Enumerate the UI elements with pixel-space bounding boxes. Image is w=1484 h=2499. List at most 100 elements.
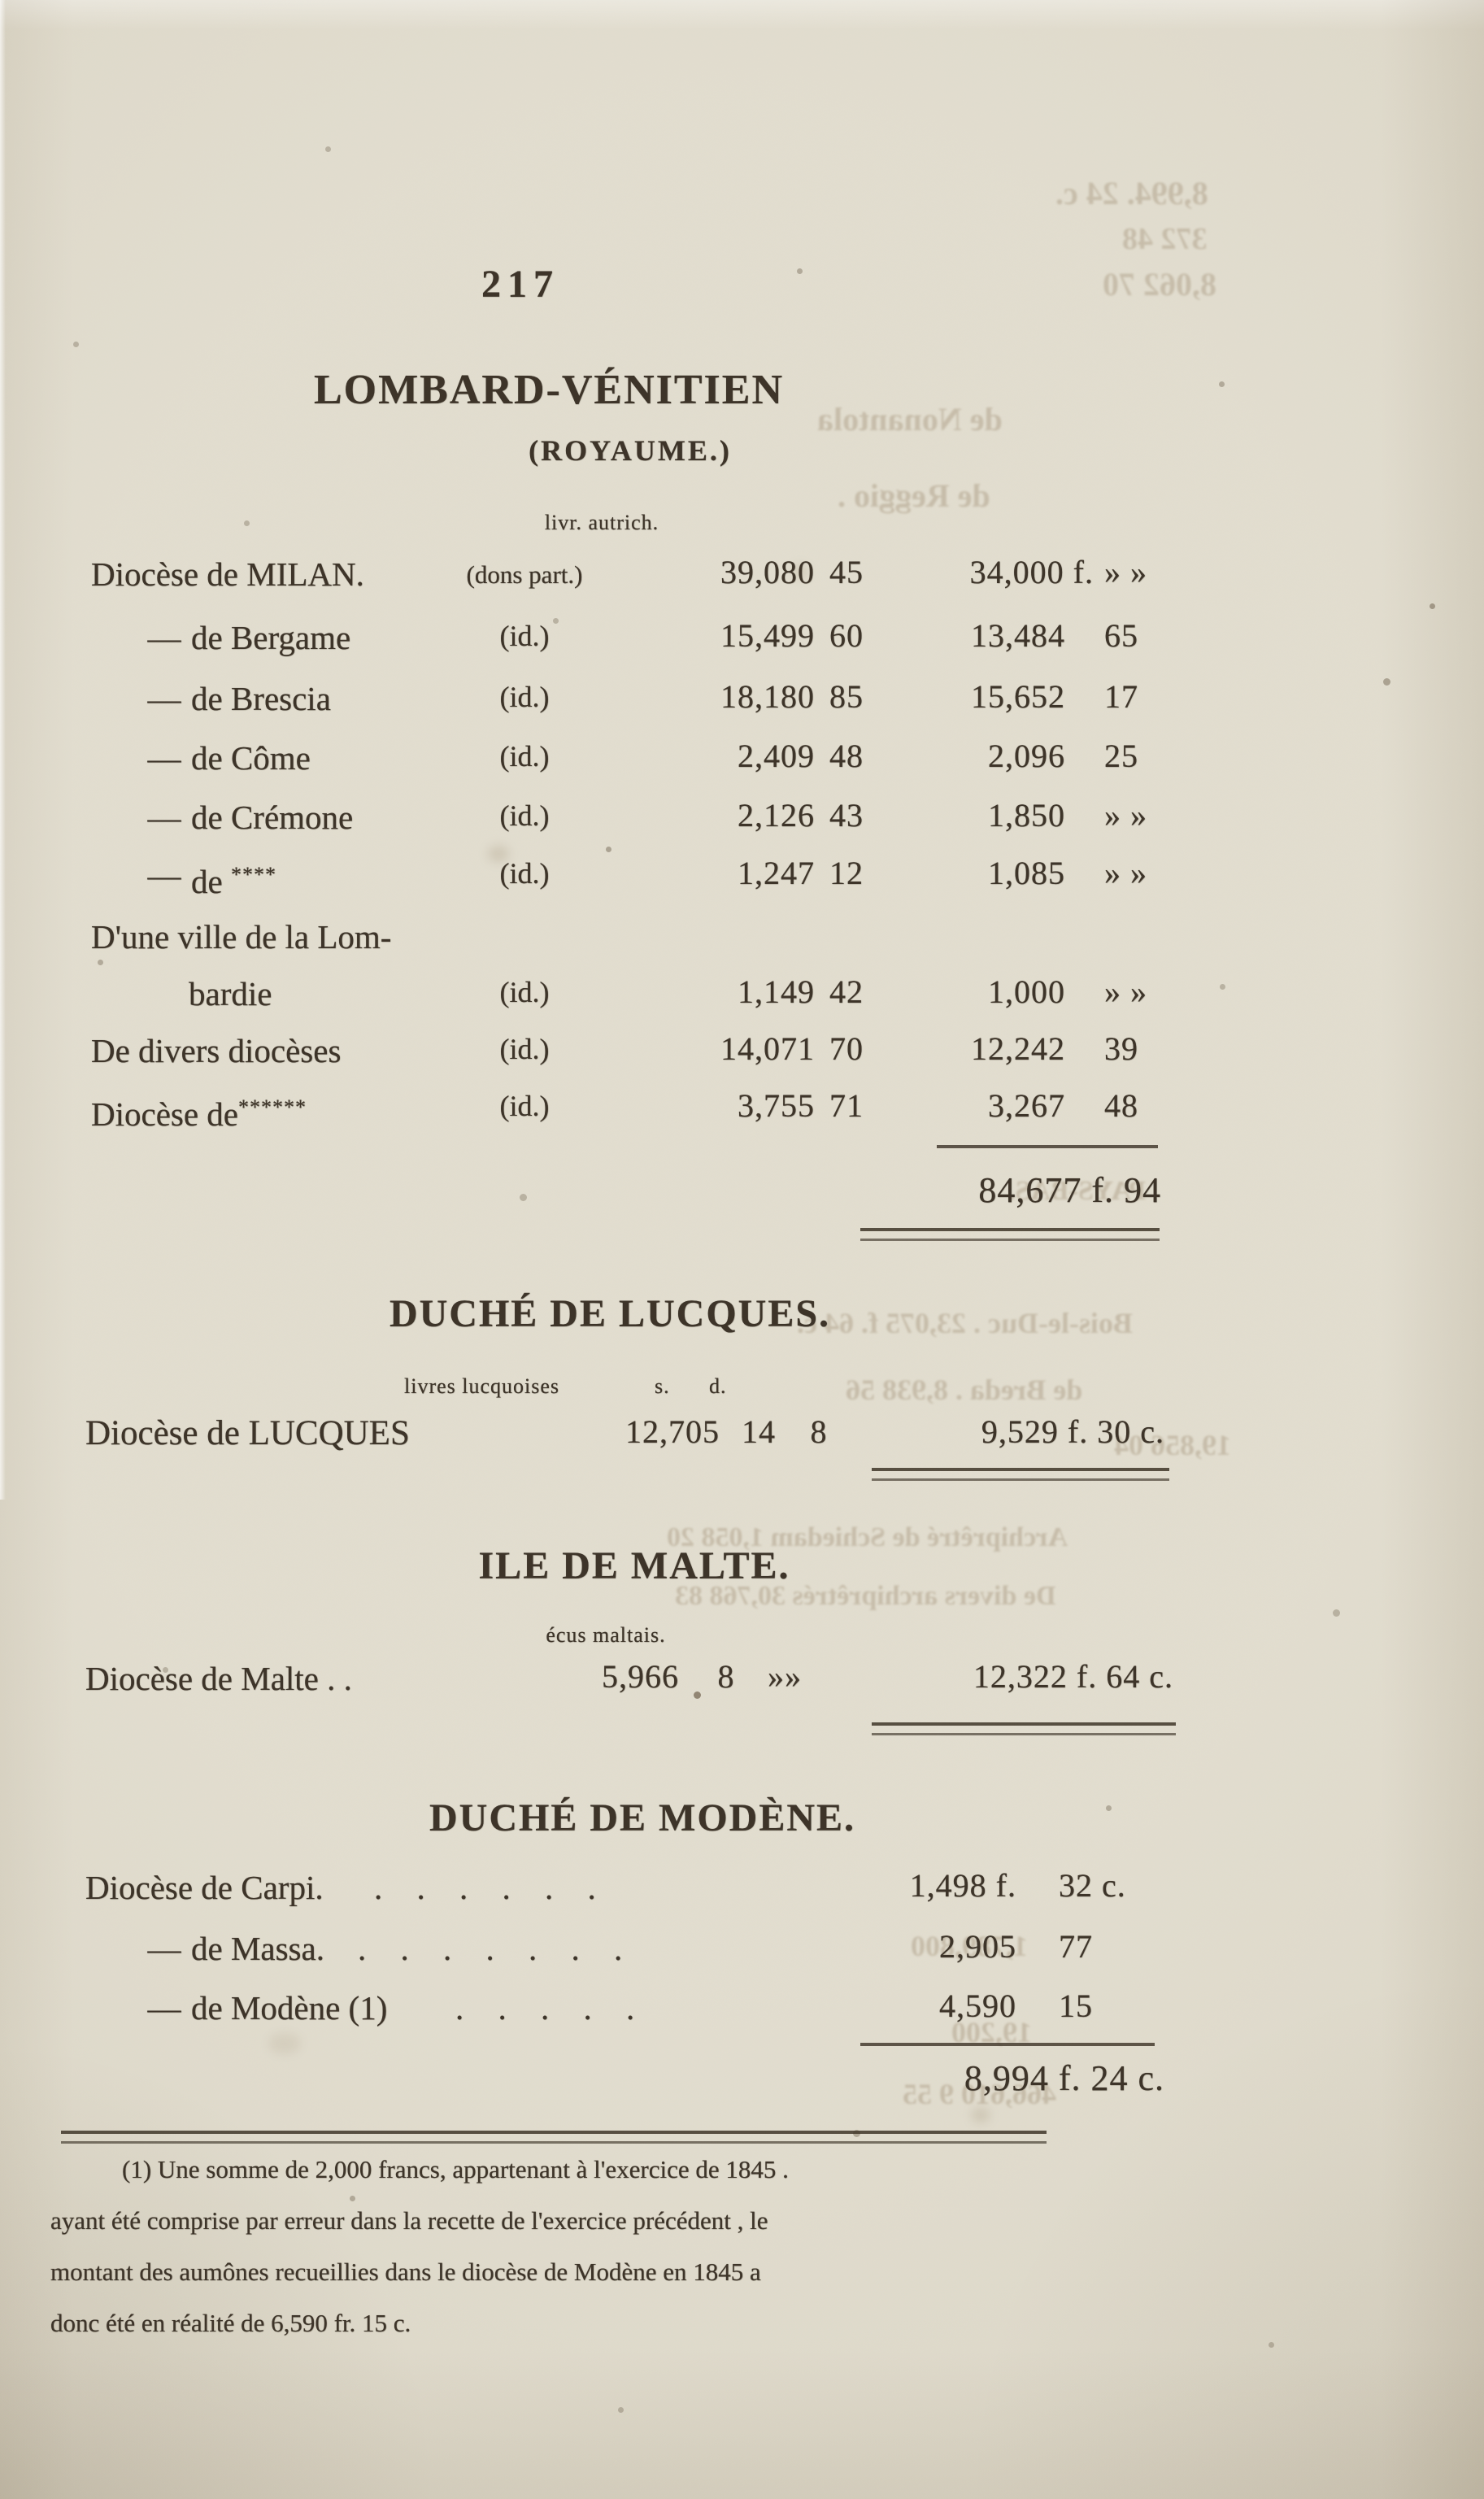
table-row: Diocèse de****** (id.) 3,755 71 3,267 48 xyxy=(0,1086,1484,1133)
row-amount-francs: 1,850 xyxy=(988,797,1065,834)
row-dash: — xyxy=(147,680,181,717)
row-amount-francs: 15,652 xyxy=(971,678,1065,715)
paper-blotch xyxy=(268,2033,301,2054)
footnote-line: ayant été comprise par erreur dans la re… xyxy=(50,2206,768,2235)
bleedthrough-text: de Breda . 8,938 56 xyxy=(846,1374,1083,1406)
row-amount-livres: 2,409 xyxy=(738,738,815,774)
row-label: Diocèse de MILAN. xyxy=(91,555,364,593)
row-source: (dons part.) xyxy=(466,560,583,589)
dot-leader: . . . . . . . xyxy=(358,1930,636,1967)
footnote-line: donc été en réalité de 6,590 fr. 15 c. xyxy=(50,2309,411,2337)
asterisks: ****** xyxy=(238,1095,307,1119)
unit-header-lucques: livres lucquoises xyxy=(404,1374,560,1398)
footnote-line: (1) Une somme de 2,000 francs, appartena… xyxy=(122,2155,789,2183)
row-source: (id.) xyxy=(499,976,550,1008)
footnote-line: montant des aumônes recueillies dans le … xyxy=(50,2257,761,2286)
section-title-modene: DUCHÉ DE MODÈNE. xyxy=(429,1796,856,1839)
table-row: De divers diocèses (id.) 14,071 70 12,24… xyxy=(0,1030,1484,1072)
table-row: — de Côme (id.) 2,409 48 2,096 25 xyxy=(0,737,1484,779)
row-label: de Massa. xyxy=(191,1930,324,1967)
unit-header-lombard: livr. autrich. xyxy=(544,511,659,534)
grand-total-lombard: 84,677 f. 94 xyxy=(978,1170,1161,1210)
row-amount-sous: 14 xyxy=(742,1413,776,1450)
row-amount-livres: 18,180 xyxy=(720,678,815,715)
row-amount-fr-centimes: 17 xyxy=(1104,678,1138,715)
table-row: — de Bergame (id.) 15,499 60 13,484 65 xyxy=(0,616,1484,659)
table-row: — de Crémone (id.) 2,126 43 1,850 » » xyxy=(0,796,1484,838)
double-rule xyxy=(872,1722,1176,1735)
dot-leader: . . . . . xyxy=(455,1989,648,2027)
row-amount-fr-centimes: 65 xyxy=(1104,617,1138,654)
row-dash: — xyxy=(147,799,181,836)
row-dash: — xyxy=(147,619,181,656)
row-amount-livres: 3,755 xyxy=(738,1087,815,1124)
row-amount-francs: 2,096 xyxy=(988,738,1065,774)
table-row: Diocèse de Malte . . 5,966 8 »» 12,322 f… xyxy=(0,1657,1484,1701)
row-amount-fr-centimes: 39 xyxy=(1104,1030,1138,1067)
table-row: Diocèse de LUCQUES 12,705 14 8 9,529 f. … xyxy=(0,1413,1484,1456)
bleedthrough-text: de Reggio . xyxy=(838,477,990,514)
table-row: Diocèse de MILAN. (dons part.) 39,080 45… xyxy=(0,553,1484,595)
unit-header-malte: écus maltais. xyxy=(546,1623,666,1647)
bleedthrough-text: 8,062 70 xyxy=(1103,266,1216,303)
table-row: — de Modène (1) . . . . . 4,590 15 xyxy=(0,1987,1484,2031)
row-amount-francs: 12,322 f. 64 c. xyxy=(973,1658,1173,1695)
section-title-lombard: LOMBARD-VÉNITIEN xyxy=(313,367,785,413)
row-label: de **** xyxy=(191,863,276,900)
dot-leader: . . . . . . xyxy=(374,1869,609,1906)
row-amount-fr-centimes: » » xyxy=(1104,855,1147,891)
row-amount-livres: 14,071 xyxy=(720,1030,815,1067)
row-source: (id.) xyxy=(499,681,550,713)
row-source: (id.) xyxy=(499,620,550,652)
row-label: Diocèse de Malte . . xyxy=(85,1660,352,1697)
row-source: (id.) xyxy=(499,740,550,773)
row-label: Diocèse de Carpi. xyxy=(85,1869,324,1906)
row-amount-livres: 1,247 xyxy=(738,855,815,891)
grand-total-modene: 8,994 f. 24 c. xyxy=(964,2058,1164,2098)
paper-specks xyxy=(0,0,4,4)
table-row: — de Massa. . . . . . . . 2,905 77 xyxy=(0,1927,1484,1971)
row-amount-fr-centimes: 48 xyxy=(1104,1087,1138,1124)
table-row: Diocèse de Carpi. . . . . . . 1,498 f. 3… xyxy=(0,1866,1484,1910)
page-number: 217 xyxy=(481,263,559,306)
row-dash: — xyxy=(147,1930,181,1967)
row-amount-livres: 12,705 xyxy=(625,1413,720,1450)
row-amount-fr-centimes: » » xyxy=(1104,554,1147,590)
row-source: (id.) xyxy=(499,799,550,832)
row-amount-francs: 1,000 xyxy=(988,973,1065,1010)
row-source: (id.) xyxy=(499,857,550,890)
bleedthrough-text: 372 48 xyxy=(1122,222,1208,256)
row-amount-francs: 34,000 f. xyxy=(969,554,1094,590)
row-label: Diocèse de****** xyxy=(91,1095,307,1133)
row-label-wrap-line1: D'une ville de la Lom- xyxy=(91,918,392,956)
row-amount-francs: 1,085 xyxy=(988,855,1065,891)
table-row: bardie (id.) 1,149 42 1,000 » » xyxy=(0,973,1484,1015)
row-dash: — xyxy=(147,739,181,777)
row-amount-centimes: 32 c. xyxy=(1059,1867,1126,1904)
row-label: Diocèse de LUCQUES xyxy=(85,1414,410,1452)
row-label: de Crémone xyxy=(191,799,354,836)
unit-header-sous: s. xyxy=(655,1374,670,1398)
row-source: (id.) xyxy=(499,1033,550,1065)
row-label: De divers diocèses xyxy=(91,1032,342,1069)
row-amount-centimes: 77 xyxy=(1059,1928,1093,1965)
row-amount-francs: 1,498 f. xyxy=(909,1867,1016,1904)
row-amount-livres: 1,149 xyxy=(738,973,815,1010)
row-label: de Brescia xyxy=(191,680,331,717)
row-amount-livres: 2,126 xyxy=(738,797,815,834)
section-title-malte: ILE DE MALTE. xyxy=(478,1544,790,1587)
row-amount-fr-centimes: 25 xyxy=(1104,738,1138,774)
row-label: de Bergame xyxy=(191,619,351,656)
row-amount-francs: 2,905 xyxy=(939,1928,1016,1965)
row-amount-francs: 3,267 xyxy=(988,1087,1065,1124)
double-rule xyxy=(872,1468,1169,1481)
bleedthrough-text: de Nonantola xyxy=(817,401,1003,438)
row-amount-deniers: 8 xyxy=(810,1413,828,1450)
row-amount-francs: 12,242 xyxy=(971,1030,1065,1067)
section-subtitle-royaume: (ROYAUME.) xyxy=(529,434,732,467)
row-source: (id.) xyxy=(499,1090,550,1122)
bleedthrough-text: 8,994. 24 c. xyxy=(1055,175,1208,211)
row-dash: — xyxy=(147,856,181,894)
row-amount-livres: 15,499 xyxy=(720,617,815,654)
